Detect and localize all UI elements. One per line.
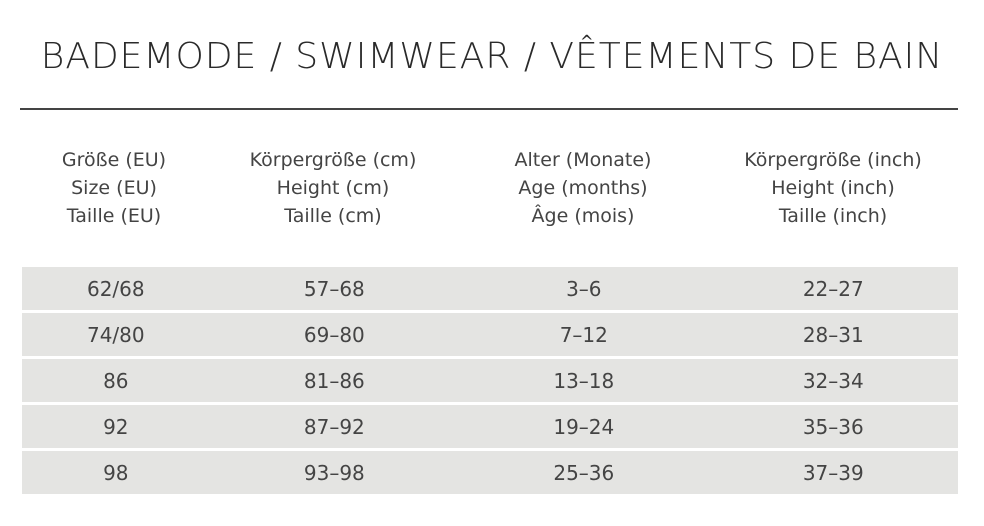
table-cell: 19–24 <box>553 414 615 439</box>
table-row: 62/68 57–68 3–6 22–27 <box>22 267 958 310</box>
table-cell: 25–36 <box>553 460 615 485</box>
table-cell: 87–92 <box>303 414 365 439</box>
header-line: Taille (inch) <box>778 205 888 227</box>
header-line: Height (cm) <box>276 177 390 199</box>
table-row: 74/80 69–80 7–12 28–31 <box>22 313 958 356</box>
column-header: Körpergröße (inch) Height (inch) Taille (i… <box>708 146 958 230</box>
column-header: Größe (EU) Size (EU) Taille (EU) <box>20 146 208 230</box>
table-row: 86 81–86 13–18 32–34 <box>22 359 958 402</box>
header-line: Körpergröße (inch) <box>744 149 922 171</box>
table-cell: 86 <box>103 368 129 393</box>
header-line: Size (EU) <box>71 177 157 199</box>
table-header: Größe (EU) Size (EU) Taille (EU) Körpergröß… <box>20 146 958 230</box>
table-body: 62/68 57–68 3–6 22–27 74/80 69–80 7–12 28–31 86 8… <box>22 267 958 497</box>
header-line: Taille (cm) <box>284 205 382 227</box>
table-cell: 7–12 <box>559 322 608 347</box>
title: BADEMODE / SWIMWEAR / VÊTEMENTS DE BAIN <box>40 36 944 77</box>
table-cell: 22–27 <box>802 276 864 301</box>
table-row: 98 93–98 25–36 37–39 <box>22 451 958 494</box>
table-cell: 57–68 <box>303 276 365 301</box>
table-cell: 62/68 <box>86 276 145 301</box>
column-header: Alter (Monate) Age (months) Âge (mois) <box>458 146 708 230</box>
header-line: Height (inch) <box>771 177 895 199</box>
table-row: 92 87–92 19–24 35–36 <box>22 405 958 448</box>
table-cell: 32–34 <box>802 368 864 393</box>
header-line: Körpergröße (cm) <box>249 149 417 171</box>
table-cell: 35–36 <box>802 414 864 439</box>
table-cell: 3–6 <box>566 276 602 301</box>
divider <box>20 108 958 110</box>
header-line: Größe (EU) <box>61 149 167 171</box>
header-line: Taille (EU) <box>66 205 162 227</box>
table-cell: 37–39 <box>802 460 864 485</box>
header-line: Age (months) <box>518 177 648 199</box>
table-cell: 81–86 <box>303 368 365 393</box>
header-line: Âge (mois) <box>531 205 635 227</box>
table-cell: 28–31 <box>802 322 864 347</box>
column-header: Körpergröße (cm) Height (cm) Taille (cm) <box>208 146 458 230</box>
table-cell: 92 <box>103 414 129 439</box>
table-cell: 98 <box>103 460 129 485</box>
table-cell: 13–18 <box>553 368 615 393</box>
table-cell: 93–98 <box>303 460 365 485</box>
table-cell: 69–80 <box>303 322 365 347</box>
table-cell: 74/80 <box>86 322 145 347</box>
header-line: Alter (Monate) <box>514 149 652 171</box>
